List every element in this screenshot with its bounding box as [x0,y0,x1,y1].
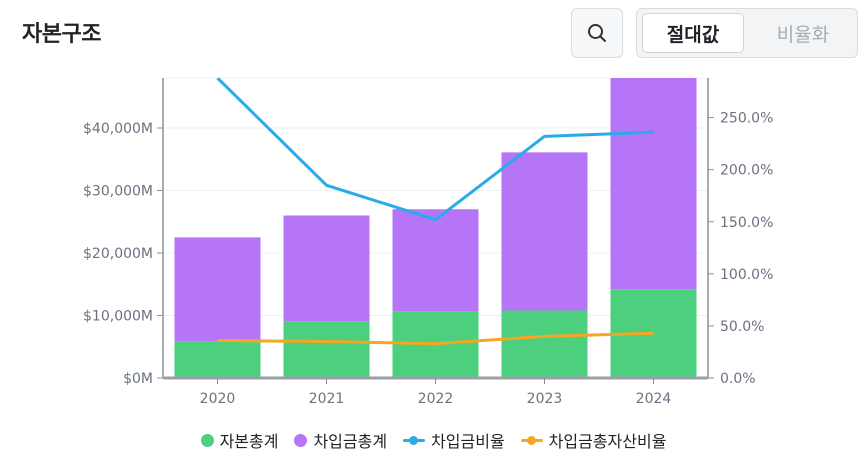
legend-equity-marker [200,433,214,447]
x-tick-label: 2021 [309,391,345,407]
ratio-button[interactable]: 비율화 [776,23,830,46]
bar-debt-2022[interactable] [392,209,479,312]
y-right-tick-label: 250.0% [720,111,773,127]
search-icon [588,24,606,42]
legend-debt-label: 차입금총계 [313,432,388,451]
bar-equity-2021[interactable] [283,321,370,378]
x-tick-label: 2024 [636,391,672,407]
legend-debt-marker [294,433,308,447]
chart-legend: 자본총계 차입금총계 차입금비율 차입금총자산비율 [0,428,867,452]
lines-layer [216,78,654,346]
capital-structure-chart: $0M $10,000M $20,000M $30,000M $40,000M 0.0% 5… [83,77,773,407]
legend-debt-ratio-label: 차입금비율 [431,432,505,451]
legend-equity-label: 자본총계 [219,432,279,451]
legend-item-equity[interactable]: 자본총계 [200,428,279,452]
bar-equity-2020[interactable] [174,341,261,378]
legend-debt-to-asset-label: 차입금총자산비율 [548,432,667,451]
y-left-tick-label: $40,000M [83,121,153,137]
line-debt-ratio[interactable] [216,78,654,222]
bar-debt-2021[interactable] [283,215,370,322]
view-mode-toggle: 절대값 비율화 [636,8,858,58]
bar-debt-2024[interactable] [610,78,697,290]
y-right-tick-label: 100.0% [720,267,773,283]
x-tick-label: 2022 [418,391,454,407]
bars-layer [174,78,697,379]
x-tick-label: 2023 [527,391,563,407]
legend-debt-to-asset-marker [520,434,543,447]
y-right-tick-label: 50.0% [720,319,764,335]
page-title: 자본구조 [22,22,101,47]
y-left-tick-label: $20,000M [83,246,153,262]
search-button[interactable] [571,8,623,58]
y-left-tick-label: $0M [123,371,153,387]
ticks-layer: $0M $10,000M $20,000M $30,000M $40,000M 0.0% 5… [83,111,773,407]
bar-equity-2023[interactable] [501,310,588,379]
legend-item-debt[interactable]: 차입금총계 [294,428,387,452]
line-debt-to-asset[interactable] [217,331,654,346]
legend-item-debt-ratio[interactable]: 차입금비율 [403,428,505,452]
y-right-tick-label: 0.0% [720,371,756,387]
legend-item-debt-to-asset[interactable]: 차입금총자산비율 [520,428,667,452]
x-tick-label: 2020 [200,391,236,407]
y-right-tick-label: 200.0% [720,163,773,179]
y-left-tick-label: $10,000M [83,309,153,325]
legend-debt-ratio-marker [403,434,426,447]
y-right-tick-label: 150.0% [720,215,773,231]
bar-debt-2023[interactable] [501,152,588,311]
absolute-value-button[interactable]: 절대값 [642,13,744,53]
y-left-tick-label: $30,000M [83,184,153,200]
bar-debt-2020[interactable] [174,237,261,342]
